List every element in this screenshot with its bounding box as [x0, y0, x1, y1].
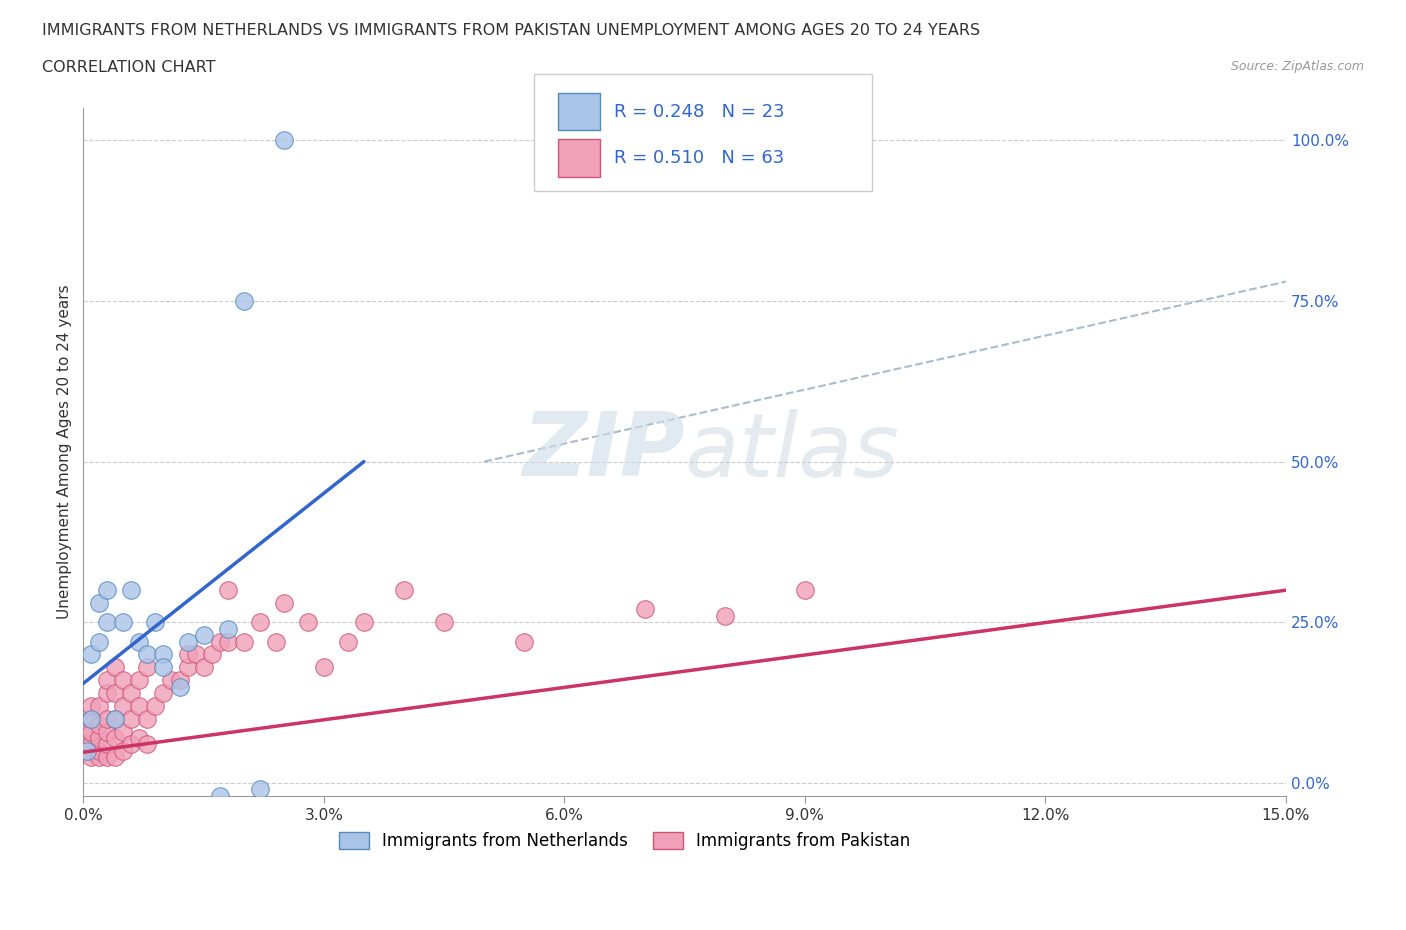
Point [152, 660, 174, 675]
Point [104, 711, 127, 726]
Point [217, 634, 239, 649]
Text: ZIP: ZIP [522, 408, 685, 496]
Point [353, 615, 375, 630]
Point [273, 595, 295, 610]
Point [80, 711, 103, 726]
Point [80, 711, 103, 726]
Point [112, 698, 135, 713]
Point [208, 634, 231, 649]
Point [136, 737, 159, 752]
Point [184, 647, 207, 662]
Point [152, 685, 174, 700]
Point [120, 737, 142, 752]
Point [633, 602, 655, 617]
Point [217, 621, 239, 636]
Point [273, 133, 295, 148]
Point [80, 737, 103, 752]
Point [96, 672, 118, 687]
Point [112, 672, 135, 687]
Point [104, 750, 127, 764]
Point [120, 685, 142, 700]
Point [249, 782, 271, 797]
Legend: Immigrants from Netherlands, Immigrants from Pakistan: Immigrants from Netherlands, Immigrants … [332, 825, 917, 857]
Point [76, 743, 98, 758]
Point [89, 595, 111, 610]
Point [433, 615, 456, 630]
Point [96, 583, 118, 598]
Point [120, 711, 142, 726]
Point [89, 718, 111, 733]
Point [249, 615, 271, 630]
Point [160, 672, 183, 687]
Point [128, 698, 150, 713]
Text: Source: ZipAtlas.com: Source: ZipAtlas.com [1230, 60, 1364, 73]
Point [112, 743, 135, 758]
Point [128, 731, 150, 746]
Point [136, 660, 159, 675]
Point [112, 615, 135, 630]
Point [96, 685, 118, 700]
Point [76, 724, 98, 739]
Point [169, 679, 191, 694]
Point [89, 743, 111, 758]
Text: IMMIGRANTS FROM NETHERLANDS VS IMMIGRANTS FROM PAKISTAN UNEMPLOYMENT AMONG AGES : IMMIGRANTS FROM NETHERLANDS VS IMMIGRANT… [42, 23, 980, 38]
Point [136, 711, 159, 726]
Point [136, 647, 159, 662]
Point [169, 672, 191, 687]
Point [336, 634, 359, 649]
Point [96, 737, 118, 752]
Point [200, 647, 222, 662]
Point [713, 802, 735, 817]
Point [80, 750, 103, 764]
Point [297, 615, 319, 630]
Point [96, 724, 118, 739]
Point [96, 711, 118, 726]
Point [128, 634, 150, 649]
Point [264, 634, 287, 649]
Point [120, 583, 142, 598]
Point [193, 628, 215, 643]
Point [104, 711, 127, 726]
Point [513, 634, 536, 649]
Point [89, 731, 111, 746]
Point [89, 750, 111, 764]
Point [104, 660, 127, 675]
Text: atlas: atlas [685, 409, 900, 495]
Point [104, 731, 127, 746]
Point [145, 698, 167, 713]
Point [193, 660, 215, 675]
Point [152, 647, 174, 662]
Point [80, 698, 103, 713]
Point [176, 634, 198, 649]
Point [76, 743, 98, 758]
Point [217, 583, 239, 598]
Point [96, 615, 118, 630]
Point [312, 660, 335, 675]
Point [232, 294, 254, 309]
Point [89, 634, 111, 649]
Point [80, 647, 103, 662]
Point [104, 685, 127, 700]
Point [232, 634, 254, 649]
Text: CORRELATION CHART: CORRELATION CHART [42, 60, 215, 75]
Text: R = 0.510   N = 63: R = 0.510 N = 63 [614, 149, 785, 167]
Point [176, 647, 198, 662]
Point [713, 608, 735, 623]
Point [96, 750, 118, 764]
Point [176, 660, 198, 675]
Point [112, 724, 135, 739]
Point [89, 698, 111, 713]
Y-axis label: Unemployment Among Ages 20 to 24 years: Unemployment Among Ages 20 to 24 years [58, 285, 72, 619]
Point [793, 583, 815, 598]
Point [145, 615, 167, 630]
Text: R = 0.248   N = 23: R = 0.248 N = 23 [614, 102, 785, 121]
Point [128, 672, 150, 687]
Point [80, 724, 103, 739]
Point [208, 789, 231, 804]
Point [392, 583, 415, 598]
